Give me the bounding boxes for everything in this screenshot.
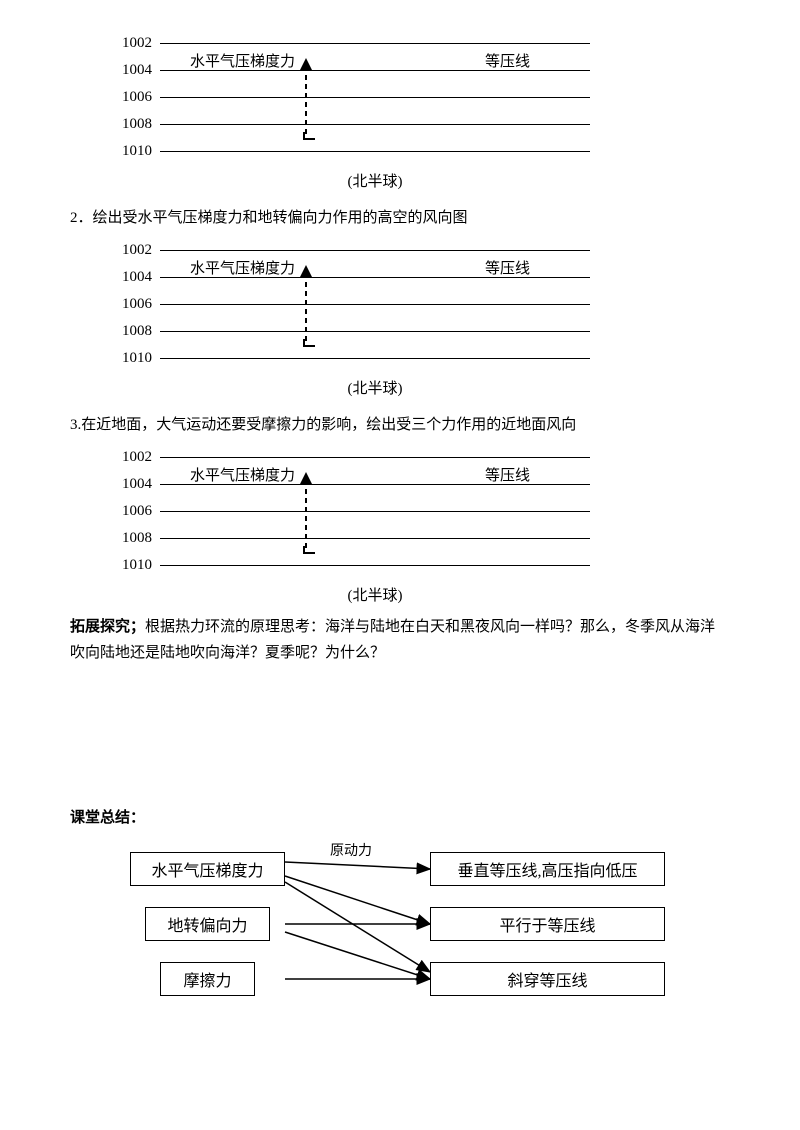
force-label: 水平气压梯度力 [190,257,295,278]
force-label: 水平气压梯度力 [190,464,295,485]
pressure-value: 1002 [110,35,160,52]
isobar-label: 等压线 [485,257,530,278]
isobar-line [160,331,590,332]
pressure-value: 1010 [110,350,160,367]
hemisphere-label: (北半球) [160,584,590,605]
pressure-value: 1008 [110,323,160,340]
edge-label: 原动力 [330,840,372,860]
pressure-value: 1010 [110,557,160,574]
pressure-value: 1008 [110,116,160,133]
flow-right-2: 平行于等压线 [430,907,665,941]
isobar-row: 1010 [110,138,590,165]
extend-body: 根据热力环流的原理思考：海洋与陆地在白天和黑夜风向一样吗？那么，冬季风从海洋吹向… [70,619,715,661]
isobar-line [160,457,590,458]
isobar-row: 1010 [110,552,590,579]
flow-right-3: 斜穿等压线 [430,962,665,996]
isobar-label: 等压线 [485,464,530,485]
isobar-line [160,538,590,539]
isobar-label: 等压线 [485,50,530,71]
hemisphere-label: (北半球) [160,170,590,191]
isobar-row: 1006 [110,498,590,525]
isobar-line [160,43,590,44]
pressure-value: 1006 [110,503,160,520]
question-3: 3.在近地面，大气运动还要受摩擦力的影响，绘出受三个力作用的近地面风向 [70,413,730,434]
pressure-value: 1006 [110,296,160,313]
isobar-line [160,124,590,125]
isobar-line: 水平气压梯度力 等压线 [160,484,590,485]
pressure-diagram-1: 1002 1004 水平气压梯度力 等压线 1006 1008 1010 (北半… [110,30,590,191]
summary-title: 课堂总结： [70,806,730,827]
isobar-row: 1008 [110,525,590,552]
pressure-value: 1004 [110,476,160,493]
hemisphere-label: (北半球) [160,377,590,398]
isobar-row: 1004 水平气压梯度力 等压线 [110,471,590,498]
isobar-line [160,97,590,98]
flow-left-2: 地转偏向力 [145,907,270,941]
isobar-row: 1008 [110,111,590,138]
pressure-value: 1004 [110,269,160,286]
pressure-value: 1004 [110,62,160,79]
isobar-line: 水平气压梯度力 等压线 [160,277,590,278]
extend-section: 拓展探究；根据热力环流的原理思考：海洋与陆地在白天和黑夜风向一样吗？那么，冬季风… [70,615,730,666]
isobar-line [160,358,590,359]
flow-right-1: 垂直等压线,高压指向低压 [430,852,665,886]
flow-left-3: 摩擦力 [160,962,255,996]
pressure-value: 1010 [110,143,160,160]
force-label: 水平气压梯度力 [190,50,295,71]
isobar-row: 1010 [110,345,590,372]
pressure-diagram-3: 1002 1004 水平气压梯度力 等压线 1006 1008 1010 (北半… [110,444,590,605]
isobar-row: 1008 [110,318,590,345]
pressure-value: 1008 [110,530,160,547]
isobar-line [160,250,590,251]
pressure-diagram-2: 1002 1004 水平气压梯度力 等压线 1006 1008 1010 (北半… [110,237,590,398]
flow-left-1: 水平气压梯度力 [130,852,285,886]
pressure-value: 1006 [110,89,160,106]
isobar-row: 1006 [110,84,590,111]
isobar-line [160,304,590,305]
summary-section: 课堂总结： 原动力 水平气压梯度力 地转偏向力 摩擦力 垂直等压线,高压指向低压 [70,806,730,1002]
flowchart: 原动力 水平气压梯度力 地转偏向力 摩擦力 垂直等压线,高压指向低压 平行于等压… [130,842,690,1002]
isobar-row: 1006 [110,291,590,318]
extend-label: 拓展探究； [70,619,145,635]
isobar-line [160,565,590,566]
isobar-line [160,511,590,512]
isobar-row: 1004 水平气压梯度力 等压线 [110,264,590,291]
isobar-line [160,151,590,152]
isobar-row: 1004 水平气压梯度力 等压线 [110,57,590,84]
pressure-value: 1002 [110,449,160,466]
pressure-value: 1002 [110,242,160,259]
isobar-line: 水平气压梯度力 等压线 [160,70,590,71]
question-2: 2．绘出受水平气压梯度力和地转偏向力作用的高空的风向图 [70,206,730,227]
